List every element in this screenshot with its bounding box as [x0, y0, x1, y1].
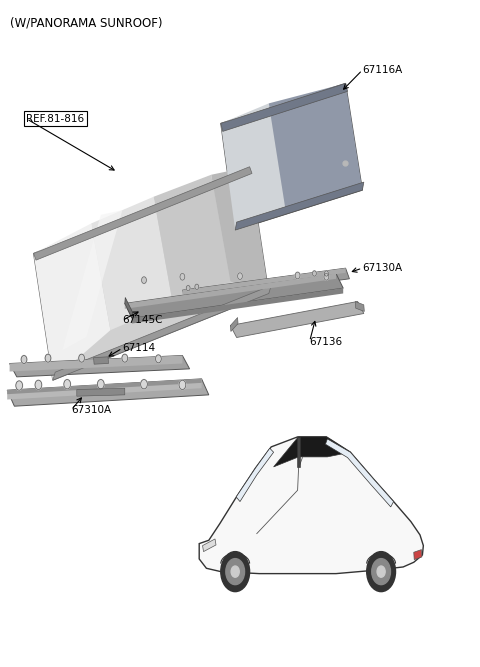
Circle shape [122, 354, 128, 362]
Text: 67130A: 67130A [362, 263, 403, 273]
Circle shape [195, 284, 199, 289]
Text: 67136: 67136 [310, 337, 343, 346]
Circle shape [64, 380, 71, 389]
Polygon shape [230, 317, 238, 331]
Polygon shape [77, 388, 125, 396]
Polygon shape [355, 301, 364, 311]
Polygon shape [274, 437, 350, 467]
Circle shape [226, 559, 244, 584]
Circle shape [367, 552, 396, 592]
Text: (W/PANORAMA SUNROOF): (W/PANORAMA SUNROOF) [10, 17, 162, 29]
Circle shape [35, 380, 42, 390]
Polygon shape [91, 197, 173, 330]
Circle shape [79, 354, 84, 362]
Polygon shape [94, 357, 108, 364]
Polygon shape [182, 268, 349, 301]
Polygon shape [221, 83, 362, 230]
Polygon shape [230, 301, 364, 338]
Polygon shape [154, 175, 230, 303]
Polygon shape [7, 379, 202, 394]
Circle shape [186, 285, 190, 291]
Circle shape [21, 356, 27, 364]
Polygon shape [34, 223, 110, 380]
Polygon shape [221, 103, 286, 230]
Polygon shape [235, 182, 364, 230]
Circle shape [180, 273, 185, 280]
Circle shape [97, 380, 104, 389]
Polygon shape [269, 83, 362, 210]
Circle shape [312, 271, 316, 276]
Circle shape [45, 354, 51, 362]
Circle shape [238, 273, 242, 279]
Circle shape [179, 380, 186, 390]
Circle shape [141, 380, 147, 389]
Circle shape [377, 566, 385, 577]
Circle shape [324, 273, 329, 280]
Polygon shape [7, 379, 209, 406]
Polygon shape [125, 273, 343, 318]
Polygon shape [53, 285, 271, 380]
Text: 67145C: 67145C [122, 315, 163, 325]
Polygon shape [325, 439, 394, 507]
Polygon shape [221, 83, 348, 131]
Circle shape [324, 271, 328, 276]
Polygon shape [34, 167, 252, 260]
Polygon shape [182, 268, 346, 295]
Polygon shape [125, 273, 336, 309]
Polygon shape [125, 297, 132, 318]
Polygon shape [297, 437, 300, 467]
Circle shape [221, 552, 250, 592]
Circle shape [372, 559, 391, 584]
Polygon shape [211, 167, 269, 293]
Polygon shape [236, 448, 274, 502]
Circle shape [156, 355, 161, 363]
Polygon shape [414, 550, 422, 560]
Polygon shape [10, 356, 182, 372]
Polygon shape [10, 356, 190, 377]
Polygon shape [199, 437, 423, 574]
Text: REF.81-816: REF.81-816 [26, 114, 84, 123]
Text: 67310A: 67310A [71, 406, 111, 415]
Polygon shape [132, 288, 343, 323]
Circle shape [231, 566, 239, 577]
Polygon shape [203, 539, 216, 552]
Circle shape [295, 272, 300, 279]
Circle shape [142, 277, 146, 283]
Text: 67116A: 67116A [362, 65, 403, 75]
Text: 67114: 67114 [122, 344, 156, 353]
Polygon shape [62, 210, 122, 350]
Polygon shape [7, 379, 202, 400]
Circle shape [16, 381, 23, 390]
Polygon shape [34, 167, 269, 380]
